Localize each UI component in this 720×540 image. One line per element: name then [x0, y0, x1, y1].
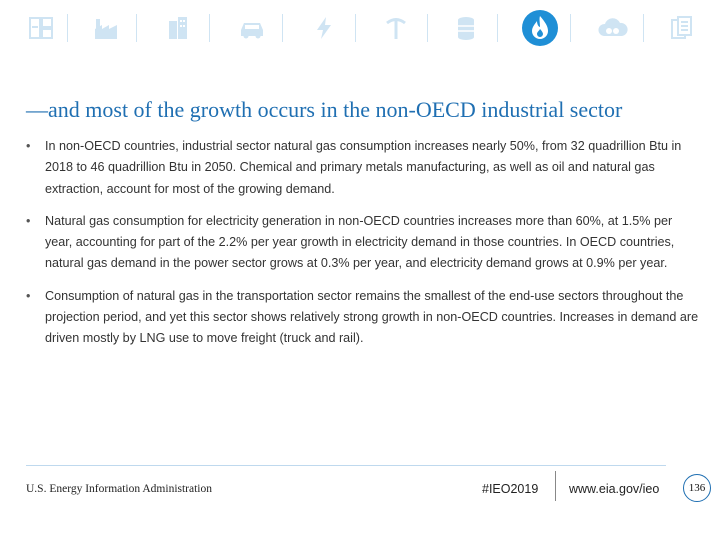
footer-divider [555, 471, 556, 501]
bullet-item: • Consumption of natural gas in the tran… [26, 286, 702, 350]
bullet-text: Natural gas consumption for electricity … [45, 213, 675, 271]
slide-title: —and most of the growth occurs in the no… [26, 97, 623, 122]
bullet-marker: • [26, 213, 31, 228]
website-link[interactable]: www.eia.gov/ieo [569, 482, 660, 496]
bullet-list: • In non-OECD countries, industrial sect… [26, 136, 702, 350]
co2-icon[interactable] [593, 8, 633, 48]
bullet-text: In non-OECD countries, industrial sector… [45, 139, 682, 196]
bullet-text: Consumption of natural gas in the transp… [45, 288, 699, 346]
car-icon[interactable] [232, 8, 272, 48]
page-number: 136 [688, 482, 706, 494]
bullet-item: • In non-OECD countries, industrial sect… [26, 136, 702, 200]
report-hashtag: #IEO2019 [482, 482, 539, 496]
mining-icon[interactable] [376, 8, 416, 48]
industry-icon[interactable] [86, 8, 126, 48]
sector-icon-bar [0, 8, 720, 48]
appliances-icon[interactable] [21, 8, 61, 48]
buildings-icon[interactable] [158, 8, 198, 48]
electricity-icon[interactable] [304, 8, 344, 48]
documents-icon[interactable] [662, 8, 702, 48]
page-number-badge: 136 [683, 474, 711, 502]
bullet-item: • Natural gas consumption for electricit… [26, 211, 702, 275]
bullet-marker: • [26, 139, 31, 153]
footer-rule [26, 465, 666, 466]
oil-barrel-icon[interactable] [446, 8, 486, 48]
agency-name: U.S. Energy Information Administration [26, 483, 213, 495]
natural-gas-flame-icon[interactable] [520, 8, 560, 48]
bullet-marker: • [26, 288, 31, 303]
